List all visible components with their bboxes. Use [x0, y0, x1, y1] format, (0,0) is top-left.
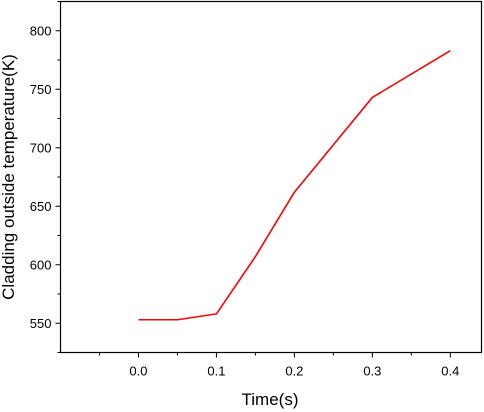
x-tick-label: 0.0 — [129, 364, 147, 379]
temperature-line — [138, 49, 451, 321]
y-tick-label: 650 — [30, 199, 52, 214]
y-tick-label: 700 — [30, 140, 52, 155]
plot-frame — [59, 0, 483, 354]
x-tick-label: 0.1 — [207, 364, 225, 379]
series-group — [138, 49, 451, 321]
x-axis-ticks: 0.0 0.1 0.2 0.3 0.4 — [98, 352, 459, 379]
y-tick-label: 550 — [30, 316, 52, 331]
y-axis-title: Cladding outside temperature(K) — [0, 54, 18, 300]
y-tick-label: 750 — [30, 82, 52, 97]
x-tick-label: 0.4 — [441, 364, 459, 379]
y-tick-label: 800 — [30, 23, 52, 38]
y-tick-label: 600 — [30, 257, 52, 272]
x-axis-title: Time(s) — [242, 390, 299, 409]
y-axis-ticks: 550 600 650 700 750 800 — [30, 1, 61, 353]
x-tick-label: 0.3 — [363, 364, 381, 379]
x-tick-label: 0.2 — [285, 364, 303, 379]
